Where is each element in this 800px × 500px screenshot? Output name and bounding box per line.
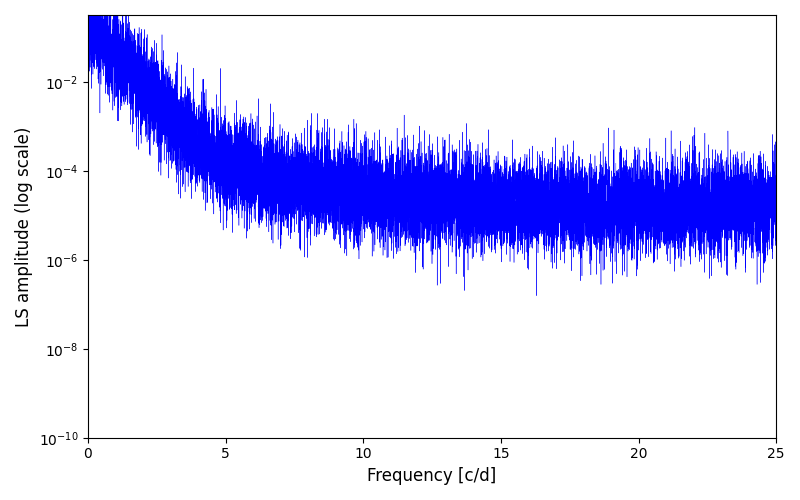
X-axis label: Frequency [c/d]: Frequency [c/d]	[367, 467, 497, 485]
Y-axis label: LS amplitude (log scale): LS amplitude (log scale)	[15, 126, 33, 326]
